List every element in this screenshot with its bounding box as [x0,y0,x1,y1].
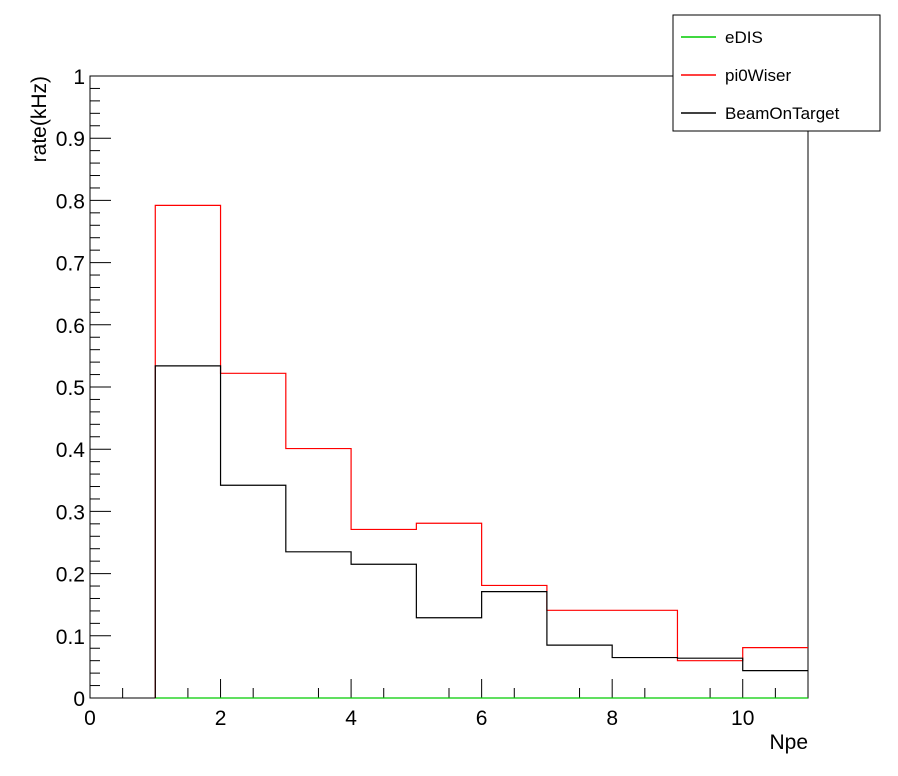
series-pi0wiser-group [154,204,808,698]
y-tick-label: 1 [73,66,85,89]
x-tick-label: 0 [84,707,96,730]
y-tick-label: 0.4 [56,439,86,462]
y-tick-label: 0.2 [56,564,85,587]
series-beamontarget-group [154,365,808,698]
legend: eDIS pi0Wiser BeamOnTarget [672,14,881,132]
y-tick-label: 0.3 [56,501,85,524]
series-beamontarget-line [154,365,808,698]
x-tick-label: 2 [215,707,227,730]
x-axis-title: Npe [769,731,808,754]
x-tick-label: 4 [345,707,357,730]
series-pi0wiser-line [154,204,808,698]
y-tick-label: 0.7 [56,253,85,276]
legend-label: eDIS [725,28,763,47]
histogram-series [154,204,808,699]
y-axis-title: rate(kHz) [28,76,51,162]
y-tick-label: 0.5 [56,377,85,400]
y-tick-label: 0 [73,688,85,711]
legend-box [672,14,881,132]
y-tick-label: 0.1 [56,626,85,649]
x-tick-label: 10 [731,707,754,730]
x-tick-label: 8 [606,707,618,730]
legend-label: pi0Wiser [725,66,791,85]
y-tick-label: 0.9 [56,128,85,151]
legend-label: BeamOnTarget [725,104,840,123]
x-tick-label: 6 [476,707,488,730]
y-tick-label: 0.6 [56,315,85,338]
axis-ticks: 0 2 4 6 8 10 0 0.1 0.2 0.3 0.4 0.5 0.6 0.7 0.8 0.9 1 [56,66,776,730]
legend-entries: eDIS pi0Wiser BeamOnTarget [681,28,840,123]
y-tick-label: 0.8 [56,190,85,213]
